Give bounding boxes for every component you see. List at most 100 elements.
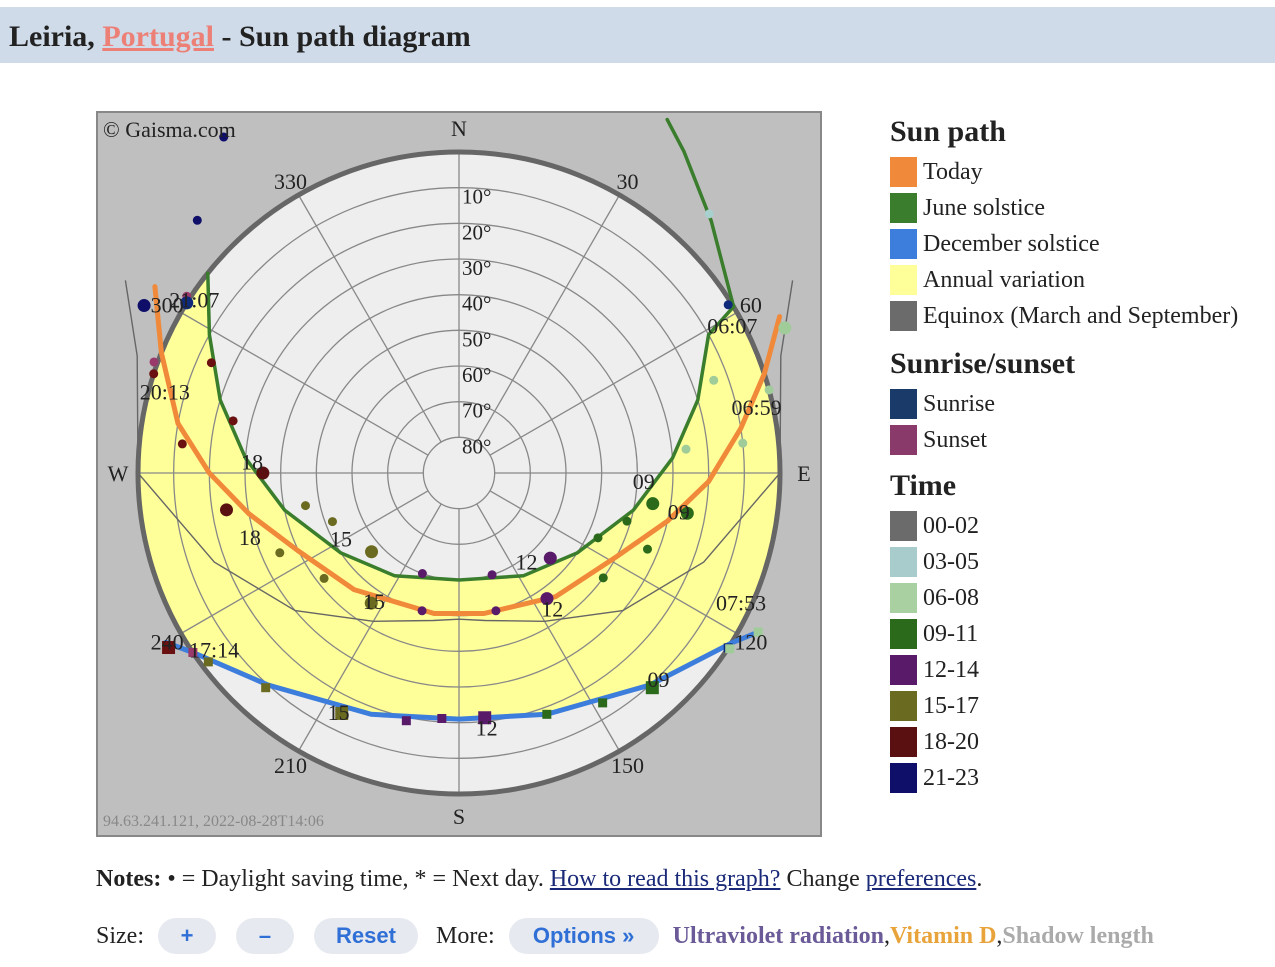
compass-north: N — [451, 116, 467, 141]
annual-variation-area — [138, 273, 781, 720]
legend-label: 09-11 — [923, 620, 979, 647]
time-marker — [645, 681, 659, 695]
legend-label: Sunset — [923, 426, 988, 453]
time-marker — [491, 606, 501, 616]
legend-item: 12-14 — [890, 652, 1275, 688]
time-marker — [437, 714, 447, 724]
sun-path-diagram: 21:07 18 15 12 09 06:07 20:13 18 15 12 09 06:59 17:1… — [96, 111, 822, 837]
time-marker — [417, 569, 427, 579]
legend-item: June solstice — [890, 190, 1275, 226]
legend-swatch — [890, 763, 917, 793]
time-marker — [401, 716, 411, 726]
size-reset-button[interactable]: Reset — [314, 918, 418, 954]
time-label: 18 — [239, 525, 261, 550]
time-marker — [709, 375, 719, 385]
size-increase-button[interactable]: + — [158, 918, 216, 954]
time-marker — [319, 573, 329, 583]
time-marker — [598, 698, 608, 708]
legend-item: 06-08 — [890, 580, 1275, 616]
time-marker — [543, 551, 557, 565]
time-marker — [256, 466, 270, 480]
legend-swatch — [890, 547, 917, 577]
time-marker — [149, 357, 159, 367]
time-marker — [542, 709, 552, 719]
time-marker — [261, 683, 271, 693]
time-marker — [192, 215, 202, 225]
size-label: Size: — [96, 922, 144, 949]
time-marker — [228, 416, 238, 426]
separator-comma: , — [996, 922, 1003, 949]
time-marker — [642, 544, 652, 554]
azimuth-line — [489, 311, 738, 456]
time-marker — [593, 533, 603, 543]
time-marker — [680, 506, 694, 520]
azimuth-line — [489, 490, 738, 635]
time-marker — [417, 606, 427, 616]
notes-text-a: • = Daylight saving time, * = Next day. — [161, 866, 550, 892]
altitude-label: 20° — [462, 220, 491, 244]
shadow-length-link[interactable]: Shadow length — [1002, 922, 1154, 949]
options-button[interactable]: Options » — [508, 918, 659, 954]
time-marker — [203, 657, 213, 667]
legend-label: 21-23 — [923, 764, 979, 791]
time-label: 15 — [330, 527, 352, 552]
time-marker — [180, 296, 194, 310]
footer-text: 94.63.241.121, 2022-08-28T14:06 — [103, 813, 324, 830]
time-marker — [137, 299, 151, 313]
legend-item: Equinox (March and September) — [890, 298, 1275, 334]
time-marker — [149, 369, 159, 379]
time-marker — [300, 501, 310, 511]
legend-item: 21-23 — [890, 760, 1275, 796]
vitamin-d-link[interactable]: Vitamin D — [889, 922, 997, 949]
country-link[interactable]: Portugal — [102, 20, 214, 53]
how-to-read-link[interactable]: How to read this graph? — [549, 866, 781, 892]
time-marker — [219, 503, 233, 517]
notes-text-b: Change — [780, 866, 866, 892]
time-marker — [622, 516, 632, 526]
page-title: Leiria, Portugal - Sun path diagram — [9, 20, 471, 54]
time-label: 12 — [476, 715, 498, 740]
legend-item: 18-20 — [890, 724, 1275, 760]
azimuth-label: 210 — [274, 753, 307, 778]
legend-sun-path-title: Sun path — [890, 115, 1006, 148]
legend-item: Sunset — [890, 422, 1275, 458]
azimuth-label: 330 — [274, 169, 307, 194]
time-label: 15 — [328, 700, 350, 725]
preferences-link[interactable]: preferences — [865, 866, 977, 892]
time-label: 09 — [647, 667, 669, 692]
azimuth-line — [476, 194, 621, 443]
azimuth-label: 300 — [151, 292, 184, 317]
uv-radiation-link[interactable]: Ultraviolet radiation — [672, 922, 884, 949]
azimuth-line — [297, 194, 442, 443]
sun-path-svg: 21:07 18 15 12 09 06:07 20:13 18 15 12 09 06:59 17:1… — [96, 111, 822, 837]
time-marker — [778, 321, 792, 335]
altitude-label: 10° — [462, 185, 491, 209]
time-marker — [681, 444, 691, 454]
time-marker — [753, 627, 763, 637]
altitude-label: 70° — [462, 399, 491, 423]
legend-item: Annual variation — [890, 262, 1275, 298]
legend: Sun path Today June solstice December sols… — [890, 110, 1275, 796]
legend-label: 00-02 — [923, 512, 979, 539]
legend-sun-path-list: Today June solstice December solstice Annua… — [890, 154, 1275, 334]
legend-time-list: 00-02 03-05 06-08 09-11 12-14 15-17 18-20 21-23 — [890, 508, 1275, 796]
legend-swatch — [890, 691, 917, 721]
azimuth-line — [180, 311, 429, 456]
legend-item: Sunrise — [890, 386, 1275, 422]
legend-label: 12-14 — [923, 656, 979, 683]
size-decrease-button[interactable]: – — [236, 918, 294, 954]
legend-item: Today — [890, 154, 1275, 190]
legend-swatch — [890, 511, 917, 541]
time-label: 12 — [516, 549, 538, 574]
time-marker — [177, 439, 187, 449]
time-label: 07:53 — [716, 591, 766, 616]
legend-label: December solstice — [923, 230, 1100, 257]
time-marker — [162, 641, 176, 655]
title-bar: Leiria, Portugal - Sun path diagram — [0, 7, 1275, 63]
legend-label: Equinox (March and September) — [923, 302, 1239, 329]
legend-swatch — [890, 389, 917, 419]
legend-time-title: Time — [890, 469, 957, 502]
azimuth-line — [476, 503, 621, 752]
compass-west: W — [108, 461, 129, 486]
notes-text-c: . — [976, 866, 983, 892]
